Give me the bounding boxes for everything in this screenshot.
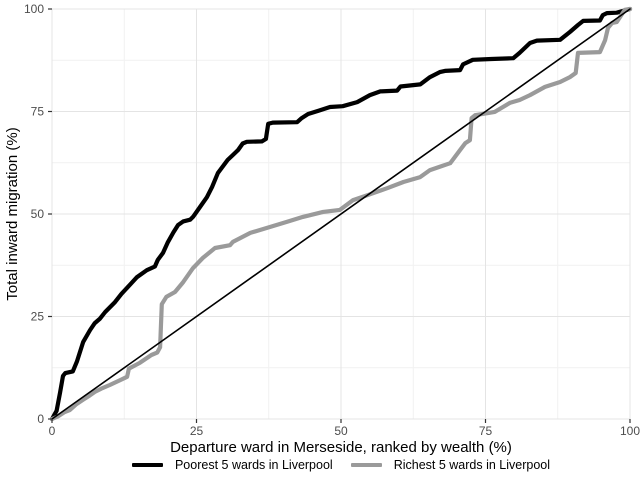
tick-layer: 0 25 50 75 100 0 25 50 75 100: [24, 2, 640, 438]
y-tick-label-100: 100: [24, 2, 44, 16]
poorest-line-swatch: [131, 463, 163, 468]
legend-item-poorest: Poorest 5 wards in Liverpool: [131, 458, 333, 472]
series-line-richest-5-wards: [49, 6, 633, 422]
x-tick-label-75: 75: [479, 424, 493, 438]
x-tick-label-50: 50: [334, 424, 348, 438]
x-tick-label-0: 0: [49, 424, 56, 438]
richest-line-swatch: [350, 463, 382, 468]
x-tick-label-25: 25: [190, 424, 204, 438]
y-tick-label-50: 50: [31, 207, 45, 221]
legend-item-richest: Richest 5 wards in Liverpool: [350, 458, 551, 472]
legend: Poorest 5 wards in Liverpool Richest 5 w…: [0, 459, 640, 472]
y-tick-label-25: 25: [31, 310, 45, 324]
series-line-equality-line: [51, 8, 631, 420]
x-axis-title: Departure ward in Merseside, ranked by w…: [170, 439, 512, 456]
y-axis-title: Total inward migration (%): [4, 127, 21, 300]
y-tick-label-75: 75: [31, 105, 45, 119]
series-line-poorest-5-wards: [49, 6, 633, 422]
series-layer: [49, 6, 633, 422]
y-tick-label-0: 0: [37, 412, 44, 426]
x-tick-label-100: 100: [620, 424, 640, 438]
legend-label-poorest: Poorest 5 wards in Liverpool: [174, 458, 333, 472]
legend-label-richest: Richest 5 wards in Liverpool: [393, 458, 551, 472]
chart-canvas: 0 25 50 75 100 0 25 50 75 100 Departure ward in M…: [4, 2, 640, 456]
